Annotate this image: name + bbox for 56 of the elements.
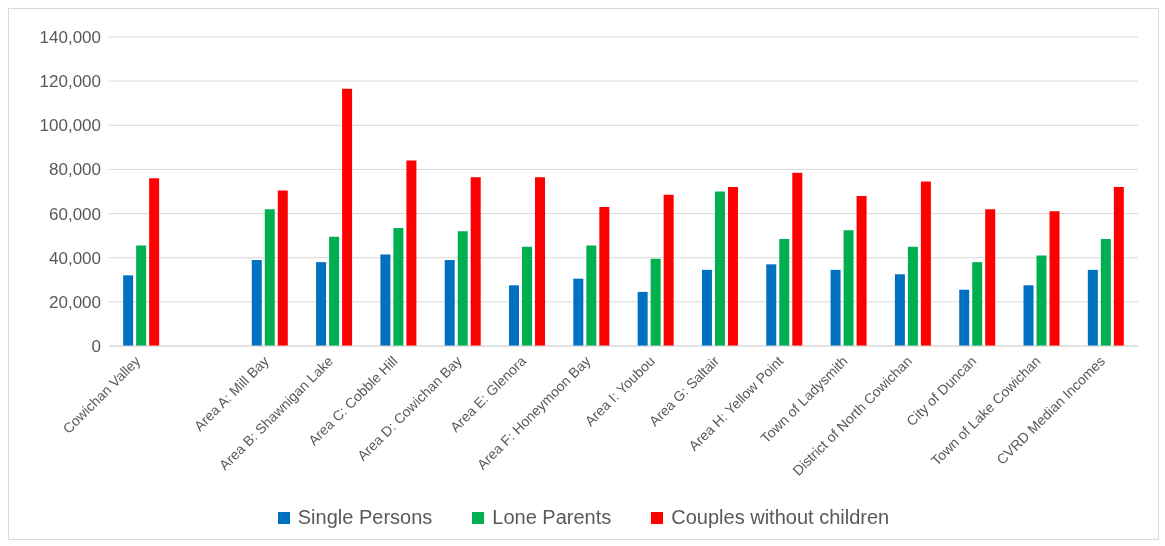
bar bbox=[444, 259, 455, 346]
bar bbox=[907, 246, 918, 346]
bar bbox=[393, 227, 404, 346]
bar bbox=[843, 230, 854, 346]
bar bbox=[650, 258, 661, 346]
bar bbox=[316, 262, 327, 346]
bar bbox=[959, 289, 970, 346]
legend-label: Couples without children bbox=[670, 506, 890, 529]
bar bbox=[136, 245, 147, 346]
bar bbox=[329, 236, 340, 346]
bar bbox=[701, 269, 712, 346]
bar bbox=[599, 206, 610, 346]
bar bbox=[985, 209, 996, 346]
bar bbox=[714, 191, 725, 346]
y-tick-label: 120,000 bbox=[39, 72, 101, 92]
bar bbox=[342, 88, 353, 346]
y-tick-label: 140,000 bbox=[39, 28, 101, 48]
bar bbox=[573, 278, 584, 346]
bar bbox=[509, 285, 520, 346]
bar bbox=[457, 231, 468, 346]
y-tick-label: 60,000 bbox=[49, 204, 101, 224]
bar bbox=[727, 187, 738, 346]
bar bbox=[406, 160, 417, 346]
y-tick-label: 40,000 bbox=[49, 248, 101, 268]
bar bbox=[1049, 211, 1060, 346]
bar bbox=[380, 254, 391, 346]
bar bbox=[470, 177, 481, 346]
bar bbox=[792, 172, 803, 346]
bar bbox=[277, 190, 288, 346]
y-tick-label: 100,000 bbox=[39, 116, 101, 136]
bar bbox=[149, 178, 160, 346]
bar bbox=[522, 246, 533, 346]
bar bbox=[830, 269, 841, 346]
bar bbox=[1023, 285, 1034, 346]
legend-label: Lone Parents bbox=[491, 506, 612, 529]
bar bbox=[251, 259, 262, 346]
bar bbox=[637, 291, 648, 346]
bar bbox=[894, 274, 905, 346]
bar bbox=[586, 245, 597, 346]
y-tick-label: 0 bbox=[91, 337, 101, 357]
bar bbox=[972, 262, 983, 346]
y-tick-label: 80,000 bbox=[49, 160, 101, 180]
bar bbox=[1087, 269, 1098, 346]
bar bbox=[1100, 238, 1111, 346]
y-tick-label: 20,000 bbox=[49, 292, 101, 312]
bar bbox=[663, 194, 674, 346]
bar bbox=[1113, 187, 1124, 346]
bar bbox=[1036, 255, 1047, 346]
bar bbox=[535, 177, 546, 346]
bar bbox=[264, 209, 275, 346]
bar bbox=[123, 275, 134, 346]
bar bbox=[766, 264, 777, 346]
legend-label: Single Persons bbox=[296, 506, 433, 529]
bar bbox=[856, 195, 867, 346]
bar bbox=[779, 238, 790, 346]
bar bbox=[920, 181, 931, 346]
